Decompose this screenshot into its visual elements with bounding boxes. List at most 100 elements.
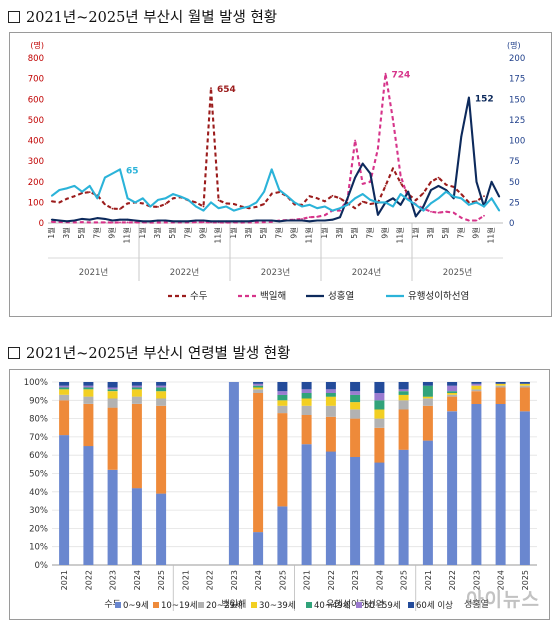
- month-tick-label: 1월: [319, 227, 329, 239]
- y-tick-label: 20%: [29, 524, 48, 534]
- data-point-whooping-cough: [73, 221, 76, 224]
- bar-segment-3: [447, 394, 458, 397]
- data-point-measles: [210, 87, 212, 89]
- data-point-whooping-cough: [96, 221, 99, 224]
- data-point-scarlet-fever: [248, 220, 250, 223]
- data-point-whooping-cough: [468, 219, 470, 222]
- data-point-scarlet-fever: [73, 219, 76, 222]
- bar-segment-4: [83, 389, 94, 397]
- group-label: 수두: [104, 599, 121, 610]
- data-point-scarlet-fever: [149, 220, 152, 223]
- bar-segment-7: [83, 382, 94, 386]
- bar-segment-2: [495, 387, 506, 404]
- bar-segment-4: [59, 389, 70, 395]
- bar-segment-6: [156, 385, 167, 388]
- data-point-measles: [141, 202, 144, 205]
- data-point-mumps: [475, 201, 478, 204]
- y-tick-right: 150: [509, 95, 525, 105]
- data-point-scarlet-fever: [263, 219, 265, 222]
- data-point-measles: [369, 203, 372, 205]
- data-point-mumps: [172, 193, 175, 196]
- data-point-scarlet-fever: [202, 219, 205, 222]
- data-point-scarlet-fever: [377, 213, 379, 216]
- data-point-scarlet-fever: [346, 197, 349, 200]
- month-tick-label: 9월: [106, 227, 116, 239]
- data-point-scarlet-fever: [134, 219, 137, 222]
- year-tick-label: 2024: [497, 570, 506, 590]
- legend-label: 수두: [190, 291, 208, 302]
- data-point-scarlet-fever: [179, 220, 182, 223]
- y-tick-label: 40%: [29, 488, 48, 498]
- data-point-measles: [248, 207, 250, 210]
- year-tick-label: 2023: [351, 570, 360, 590]
- legend-label: 40~49세: [314, 601, 351, 611]
- data-point-measles: [331, 194, 334, 197]
- bar-segment-3: [422, 398, 433, 406]
- data-point-mumps: [430, 202, 432, 205]
- year-tick-label: 2025: [400, 570, 409, 590]
- y-tick-left: 200: [28, 178, 44, 188]
- bar-segment-6: [447, 385, 458, 392]
- data-point-scarlet-fever: [225, 220, 228, 223]
- bar-segment-7: [59, 382, 70, 386]
- data-point-measles: [58, 201, 61, 204]
- year-tick-label: 2022: [327, 570, 336, 590]
- data-point-measles: [430, 180, 432, 183]
- bar-segment-4: [350, 402, 361, 410]
- bar-segment-7: [519, 382, 530, 384]
- data-point-scarlet-fever: [354, 176, 356, 179]
- data-point-measles: [225, 202, 228, 205]
- data-point-mumps: [88, 185, 91, 187]
- data-point-whooping-cough: [316, 215, 319, 218]
- bar-segment-2: [374, 427, 385, 463]
- bar-segment-6: [301, 389, 312, 393]
- data-point-mumps: [134, 201, 137, 204]
- bar-segment-3: [156, 398, 167, 406]
- data-point-mumps: [157, 199, 159, 201]
- data-point-scarlet-fever: [399, 203, 402, 206]
- month-tick-label: 7월: [455, 227, 465, 239]
- bar-segment-4: [519, 383, 530, 386]
- bar-segment-1: [325, 451, 336, 565]
- month-tick-label: 3월: [152, 227, 162, 239]
- bar-segment-4: [447, 393, 458, 395]
- right-axis-unit: (명): [507, 40, 521, 50]
- peak-annotation: 152: [475, 95, 494, 105]
- data-point-mumps: [407, 199, 410, 201]
- bar-segment-4: [301, 398, 312, 406]
- bar-segment-4: [131, 389, 142, 397]
- data-point-whooping-cough: [111, 221, 114, 224]
- legend-label: 50~59세: [364, 601, 401, 611]
- age-heading-text: 2021년~2025년 부산시 연령별 발생 현황: [26, 346, 291, 362]
- data-point-scarlet-fever: [414, 215, 417, 218]
- y-tick-label: 100%: [24, 378, 48, 388]
- data-point-mumps: [339, 207, 341, 210]
- data-point-mumps: [126, 197, 129, 200]
- data-point-whooping-cough: [126, 221, 129, 224]
- data-point-scarlet-fever: [96, 217, 99, 220]
- y-tick-left: 800: [28, 54, 44, 64]
- data-point-measles: [361, 200, 364, 203]
- data-point-mumps: [361, 193, 364, 196]
- legend-label: 60세 이상: [416, 600, 453, 611]
- bar-segment-1: [471, 404, 482, 565]
- data-point-whooping-cough: [195, 221, 197, 224]
- bar-segment-1: [447, 411, 458, 565]
- bar-segment-3: [107, 398, 118, 408]
- data-point-whooping-cough: [354, 139, 356, 142]
- data-point-scarlet-fever: [475, 180, 478, 183]
- data-point-scarlet-fever: [331, 218, 334, 221]
- y-tick-label: 70%: [29, 433, 48, 443]
- data-point-measles: [111, 207, 114, 210]
- data-point-mumps: [483, 205, 485, 208]
- peak-annotation: 654: [217, 85, 236, 95]
- month-tick-label: 7월: [91, 227, 101, 239]
- data-point-measles: [81, 192, 83, 195]
- bar-segment-2: [253, 393, 264, 533]
- bar-segment-7: [301, 382, 312, 390]
- bar-segment-5: [59, 387, 70, 390]
- month-tick-label: 5월: [258, 227, 268, 239]
- year-tick-label: 2024: [254, 570, 263, 590]
- data-point-scarlet-fever: [111, 219, 114, 222]
- data-point-scarlet-fever: [452, 197, 455, 200]
